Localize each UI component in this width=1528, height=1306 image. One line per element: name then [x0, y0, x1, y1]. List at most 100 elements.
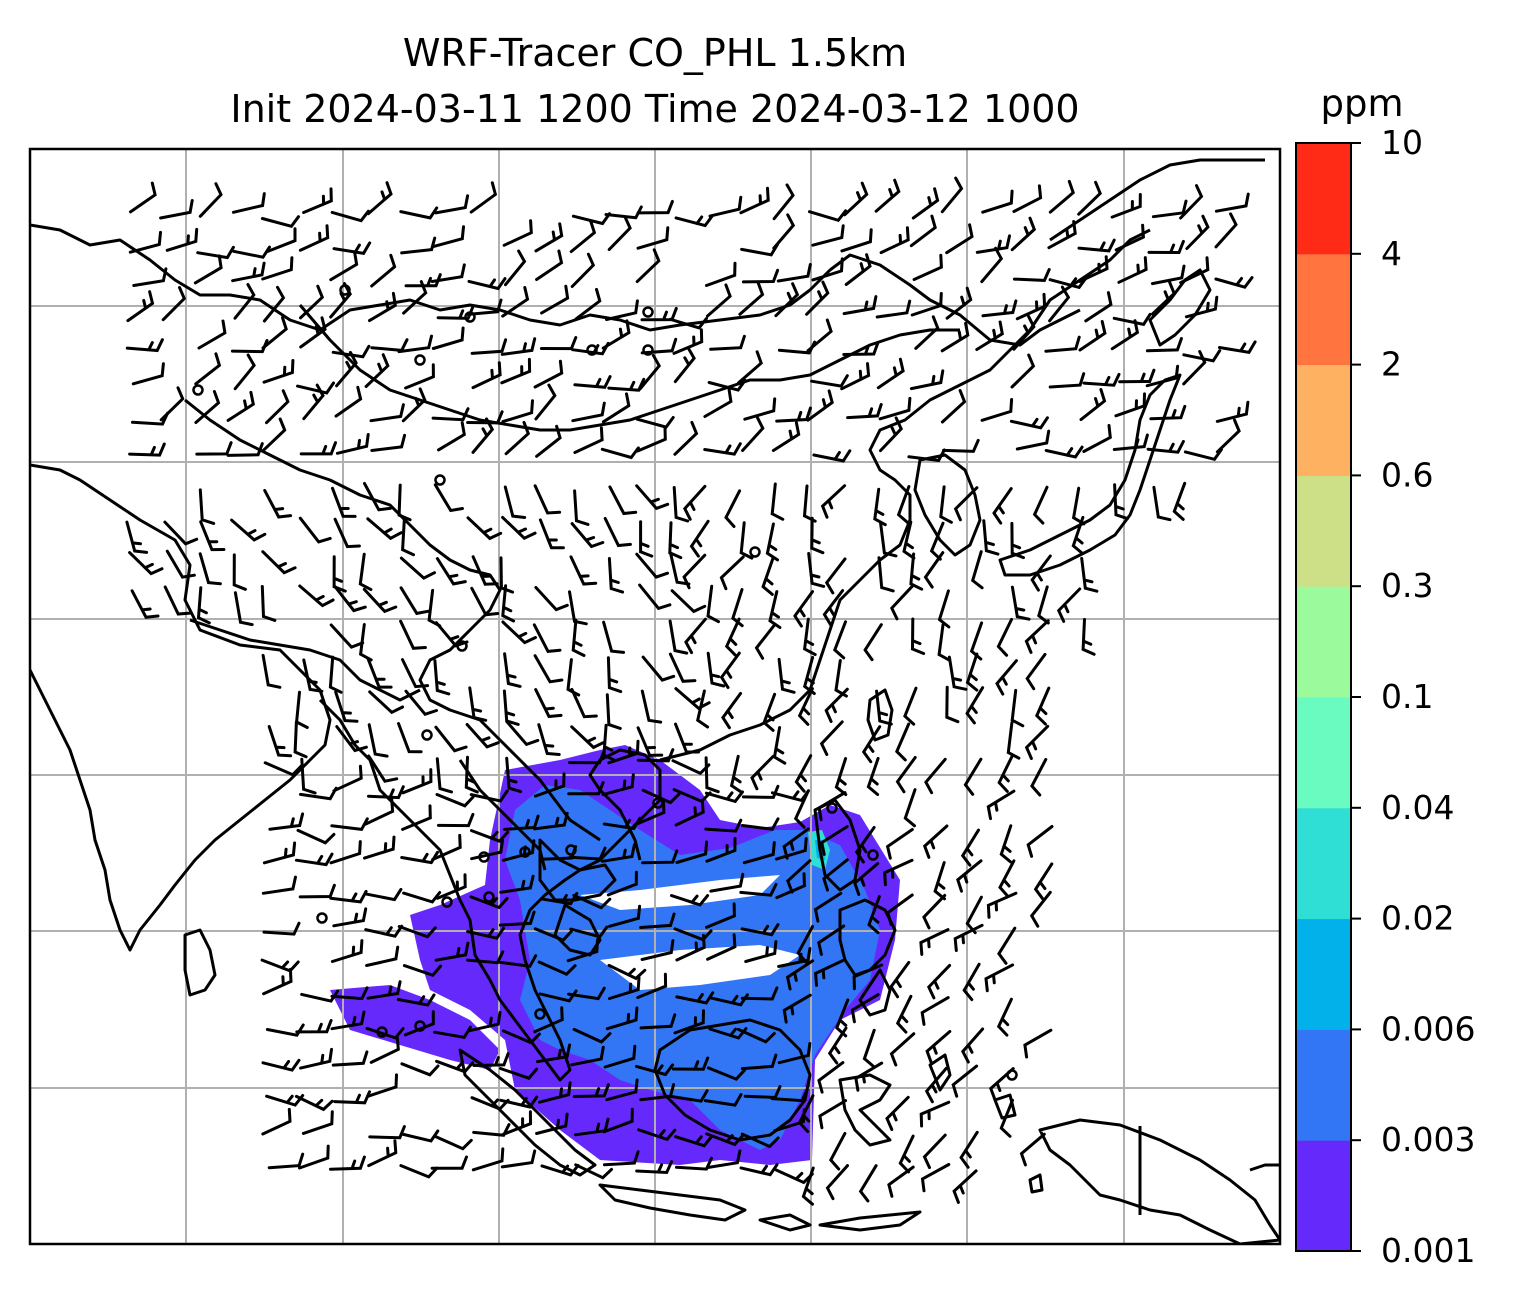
wind-barb	[431, 833, 462, 861]
wind-barb	[853, 862, 880, 896]
wind-barb	[605, 693, 622, 730]
colorbar-units: ppm	[1320, 82, 1403, 125]
wind-barb	[608, 904, 642, 928]
calm-wind-circle	[414, 1020, 426, 1032]
wind-barb	[877, 556, 895, 593]
wind-barb	[740, 1132, 780, 1149]
wind-barb	[805, 280, 830, 316]
wind-barb	[707, 378, 747, 392]
wind-barb	[404, 689, 438, 717]
wind-barb	[1048, 179, 1075, 214]
wind-barb	[640, 939, 675, 961]
wind-barb	[889, 1032, 916, 1067]
wind-barb	[741, 784, 780, 799]
wind-barb	[367, 785, 405, 800]
wind-barb	[673, 346, 696, 384]
wind-barb	[810, 516, 825, 555]
calm-wind-circle	[642, 306, 654, 318]
wind-barb	[1044, 445, 1084, 459]
wind-barb	[198, 552, 222, 586]
wind-barb	[436, 305, 475, 320]
wind-barb	[358, 552, 373, 592]
wind-barb	[634, 799, 666, 826]
wind-barb	[570, 1045, 605, 1067]
wind-barb	[430, 1155, 468, 1170]
wind-barb	[399, 556, 436, 580]
wind-barb	[363, 835, 396, 860]
wind-barb	[329, 251, 359, 282]
wind-barb	[1037, 585, 1050, 625]
wind-barb	[299, 1047, 333, 1070]
calm-wind-circle	[441, 896, 453, 908]
calm-wind-circle	[519, 846, 531, 858]
wind-barb	[929, 521, 945, 561]
wind-barb	[567, 986, 606, 1001]
wind-barb	[1215, 400, 1250, 423]
wind-barb	[607, 377, 646, 392]
wind-barb	[470, 829, 510, 843]
wind-barb	[1024, 724, 1050, 760]
colorbar-swatch	[1296, 697, 1351, 809]
wind-barb	[333, 517, 361, 549]
wind-barb	[1078, 255, 1109, 283]
colorbar-ticks: 0.001 0.003 0.006 0.02 0.04 0.1 0.3 0.6 2 4 10	[1351, 123, 1475, 1270]
wind-barb	[404, 363, 435, 390]
wind-barb	[435, 793, 475, 808]
wind-barb	[768, 590, 782, 629]
wind-barb	[834, 757, 848, 797]
wind-barb	[498, 954, 538, 968]
wind-barb	[571, 401, 606, 423]
wind-barb	[1010, 688, 1025, 728]
wind-barb	[399, 619, 427, 650]
wind-barb	[125, 520, 149, 554]
wind-barb	[329, 623, 365, 649]
wind-barb	[261, 256, 294, 281]
wind-barb	[397, 334, 433, 354]
wind-barb	[672, 328, 704, 355]
wind-barb	[602, 1107, 634, 1134]
wind-barb	[1145, 337, 1183, 353]
wind-barb	[399, 1164, 439, 1179]
wind-barb	[801, 1166, 815, 1206]
wind-barb	[684, 617, 707, 655]
wind-barb	[1149, 404, 1187, 421]
wind-barb	[367, 1139, 398, 1168]
wind-barb	[198, 488, 216, 525]
wind-barb	[743, 397, 777, 421]
wind-barb	[260, 215, 300, 229]
calm-wind-circle	[586, 344, 598, 356]
wind-barb	[294, 1094, 334, 1112]
wind-barb	[535, 424, 562, 458]
wind-barb	[741, 817, 780, 831]
wind-barb	[433, 659, 451, 696]
wind-barb	[996, 997, 1013, 1037]
wind-barb	[532, 623, 562, 653]
wind-barb	[573, 375, 612, 389]
wind-barb	[740, 1053, 778, 1071]
wind-barb	[937, 623, 952, 662]
wind-barb	[933, 861, 946, 901]
wind-barb	[572, 893, 612, 910]
wind-barb	[924, 757, 947, 795]
wind-barb	[842, 341, 880, 356]
wind-barb	[945, 286, 973, 320]
calm-wind-circle	[456, 640, 468, 652]
wind-barb	[431, 407, 470, 422]
wind-barb	[533, 484, 562, 515]
wind-barb	[682, 484, 707, 521]
wind-barb	[995, 659, 1018, 696]
wind-barb	[265, 389, 290, 425]
wind-barb	[293, 720, 308, 759]
wind-barb	[862, 1028, 876, 1068]
wind-barb	[536, 1043, 572, 1064]
wind-barb	[965, 652, 979, 692]
wind-barb	[782, 993, 812, 1024]
wind-barb	[400, 1062, 440, 1077]
wind-barb	[1030, 554, 1052, 592]
wind-barb	[501, 399, 534, 424]
wind-barb	[675, 1156, 713, 1171]
wind-barb	[468, 686, 488, 722]
wind-barb	[754, 622, 777, 660]
wind-barb	[1044, 335, 1081, 353]
